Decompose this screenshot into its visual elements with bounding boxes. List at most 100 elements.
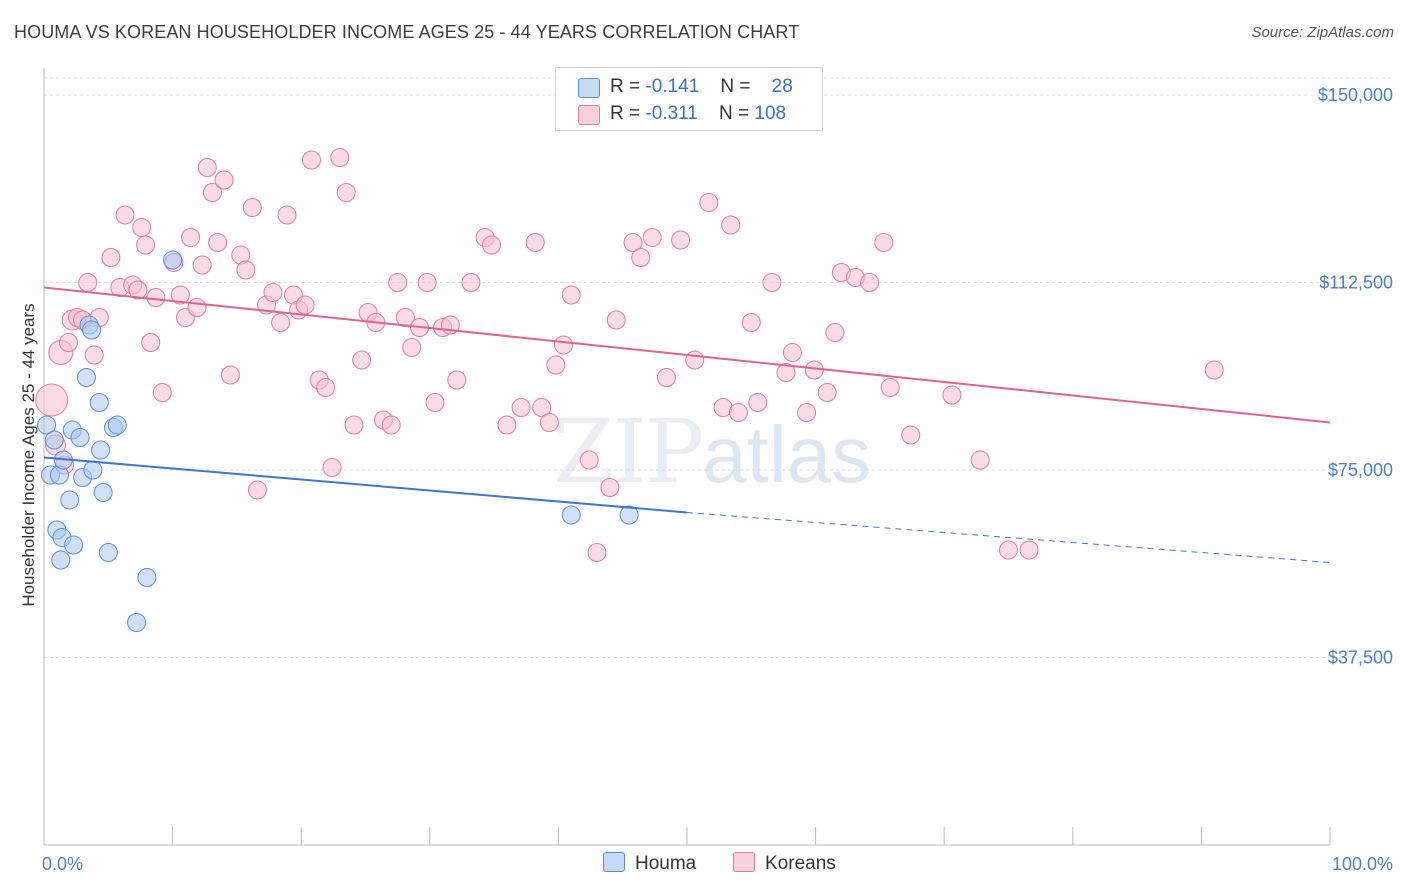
koreans-point-72 [546,355,566,375]
houma-point-0 [37,415,57,435]
koreans-point-59 [417,273,437,292]
koreans-point-49 [344,415,364,435]
koreans-point-60 [425,393,445,412]
x-tick-label-0: 0.0% [42,854,83,874]
koreans-point-46 [322,458,342,477]
bottom-legend-label-houma: Houma [635,853,697,874]
koreans-point-22 [170,285,190,305]
bottom-legend-swatch-koreans [733,852,755,872]
koreans-point-79 [623,233,643,252]
watermark: ZIPatlas [553,400,871,503]
legend-r-label: R = [610,76,641,97]
koreans-point-93 [782,343,802,362]
koreans-trend-line [43,286,1331,424]
koreans-point-83 [671,230,691,250]
koreans-point-20 [152,383,172,402]
koreans-point-33 [236,260,256,280]
koreans-point-107 [1019,540,1039,560]
houma-point-23 [51,550,71,570]
koreans-point-75 [579,450,599,470]
houma-trend-extension [686,512,1331,563]
houma-point-7 [70,428,90,447]
koreans-point-80 [631,248,651,267]
koreans-point-67 [497,415,517,435]
koreans-point-37 [263,283,283,302]
koreans-point-48 [336,183,356,202]
legend-swatch-houma [578,78,600,98]
houma-point-13 [89,393,109,412]
bottom-legend-houma: Houma [603,852,696,875]
koreans-point-78 [606,310,626,330]
x-tick-label-1: 100.0% [1332,854,1393,874]
y-tick-label-3: $150,000 [1318,85,1393,105]
koreans-point-100 [860,273,880,292]
koreans-point-84 [685,350,705,370]
koreans-point-73 [554,335,574,355]
legend-r-value-koreans: -0.311 [645,103,698,124]
koreans-point-47 [330,148,350,167]
houma-point-26 [561,505,581,525]
koreans-point-74 [561,285,581,305]
houma-trend-line [43,456,688,514]
houma-point-18 [107,415,127,435]
y-tick-label-0: $37,500 [1328,648,1393,668]
koreans-point-38 [271,313,291,332]
koreans-point-82 [656,368,676,387]
koreans-point-55 [388,273,408,292]
koreans-point-76 [587,543,607,562]
koreans-point-91 [762,273,782,292]
legend-n-value-houma: 28 [771,76,793,97]
legend-n-value-koreans: 108 [754,103,787,124]
koreans-point-63 [447,370,467,390]
koreans-point-103 [901,425,921,445]
koreans-point-104 [942,385,962,405]
houma-point-2 [44,430,64,450]
koreans-point-106 [999,540,1018,560]
koreans-point-81 [642,228,662,247]
koreans-point-27 [197,158,217,177]
koreans-point-88 [728,403,748,422]
correlation-legend: R = -0.141 N = 28 R = -0.311 N = 108 [555,67,823,131]
koreans-point-87 [721,215,741,235]
watermark-zip: ZIP [553,400,704,503]
koreans-point-85 [699,193,719,212]
koreans-point-8 [78,273,98,292]
houma-point-5 [60,490,80,510]
houma-point-20 [127,613,147,632]
houma-point-19 [137,568,157,587]
houma-point-14 [91,440,111,460]
chart-title: HOUMA VS KOREAN HOUSEHOLDER INCOME AGES … [14,22,800,42]
koreans-point-16 [132,218,152,237]
koreans-point-35 [247,480,267,500]
legend-swatch-koreans [578,105,600,125]
koreans-point-45 [316,378,336,397]
houma-point-9 [76,368,96,387]
houma-point-25 [64,535,84,555]
koreans-point-39 [277,205,297,225]
koreans-point-57 [402,338,422,357]
legend-n-label: N = [718,103,750,124]
y-tick-label-2: $112,500 [1319,273,1393,293]
koreans-point-56 [395,308,415,327]
koreans-point-69 [525,233,545,252]
houma-point-27 [619,505,639,525]
koreans-point-101 [874,233,894,252]
koreans-point-68 [511,398,531,417]
koreans-point-90 [748,393,768,412]
y-tick-label-1: $75,000 [1328,460,1393,480]
koreans-point-17 [136,235,156,255]
legend-r-label: R = [610,103,641,124]
koreans-point-31 [220,365,240,385]
koreans-point-92 [776,363,796,382]
koreans-point-71 [539,413,559,432]
koreans-point-89 [741,313,761,332]
koreans-point-19 [146,288,166,307]
houma-point-21 [163,250,183,270]
bottom-legend-swatch-houma [603,852,625,872]
bottom-legend-label-koreans: Koreans [765,853,836,874]
koreans-point-0 [35,383,69,417]
legend-n-label: N = [720,76,751,97]
koreans-point-50 [352,350,372,370]
source-label: Source: ZipAtlas.com [1251,24,1394,41]
